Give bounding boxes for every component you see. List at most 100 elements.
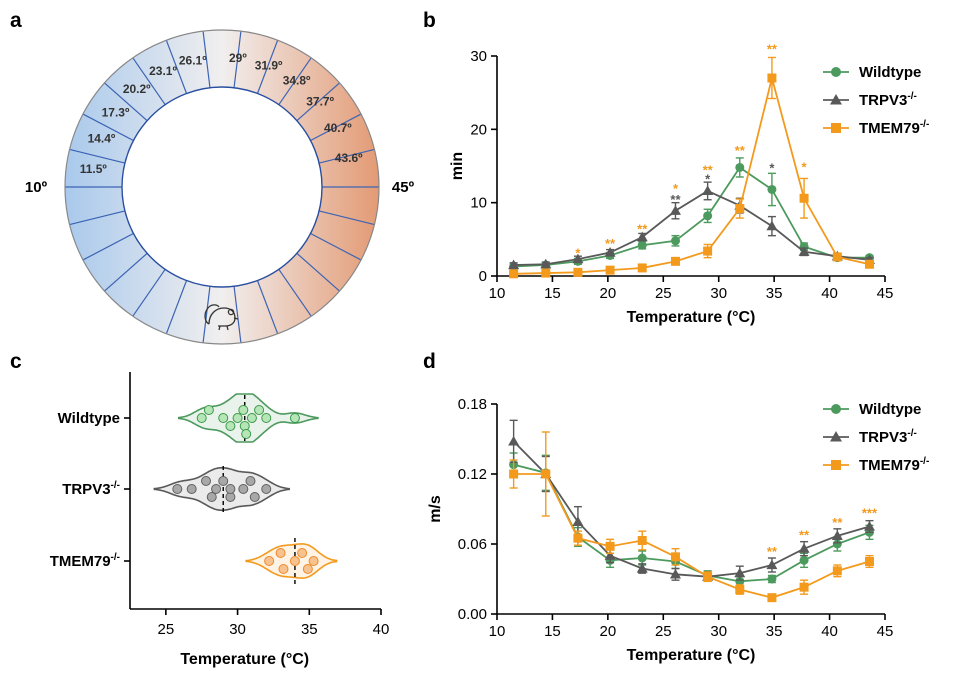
legend-marker-tmem79: [831, 123, 841, 133]
x-tick-label: 35: [301, 621, 318, 638]
y-tick-label: 0.12: [458, 466, 487, 483]
panel-c-violin-plot: 25 30 35 40 Temperature (°C) Wildtype TRPV3-/-…: [50, 372, 390, 668]
ring-divider: [165, 39, 188, 94]
y-axis-title: min: [449, 152, 466, 180]
panel-letter-b: b: [423, 9, 436, 32]
significance-label: **: [799, 528, 810, 543]
x-tick-label: 20: [600, 623, 617, 640]
data-point-trpv3: [798, 246, 810, 256]
ring-divider: [318, 210, 375, 226]
y-tick-label: 0.18: [458, 396, 487, 413]
series-line-tmem79: [513, 473, 870, 599]
x-tick-label: 40: [821, 623, 838, 640]
data-point-tmem79: [605, 541, 615, 551]
x-tick-label: 40: [821, 285, 838, 302]
data-point-tmem79: [799, 193, 809, 203]
x-tick-label: 45: [877, 285, 894, 302]
data-point-trpv3: [225, 484, 236, 494]
legend-label-trpv3: TRPV3-/-: [859, 91, 917, 109]
significance-label: ***: [862, 506, 878, 521]
x-tick-label: 25: [655, 285, 672, 302]
mouse-icon: [204, 304, 239, 331]
data-point-trpv3: [863, 521, 875, 531]
data-point-trpv3: [636, 563, 648, 573]
data-point-trpv3: [201, 476, 212, 486]
data-point-trpv3: [508, 259, 520, 270]
ring-divider: [202, 31, 211, 88]
data-point-tmem79: [509, 269, 519, 279]
ring-segment-label: 26.1º: [179, 53, 207, 67]
data-point-wildtype: [767, 184, 777, 194]
data-point-wildtype: [246, 413, 257, 423]
legend-marker-wildtype: [831, 67, 841, 77]
ring-divider: [202, 286, 211, 343]
data-point-wildtype: [254, 405, 265, 415]
data-point-tmem79: [264, 556, 275, 566]
ring-divider: [278, 268, 312, 317]
data-point-tmem79: [767, 73, 777, 83]
data-point-tmem79: [308, 556, 319, 566]
data-point-trpv3: [245, 476, 256, 486]
ring-divider: [233, 31, 242, 88]
data-point-trpv3: [238, 484, 249, 494]
legend-label-tmem79: TMEM79-/-: [859, 119, 929, 137]
x-tick-label: 25: [655, 623, 672, 640]
data-point-trpv3: [261, 484, 272, 494]
data-point-tmem79: [637, 263, 647, 273]
ring-segment-label: 40.7º: [324, 121, 352, 135]
x-axis-title: Temperature (°C): [627, 647, 756, 664]
data-point-wildtype: [767, 574, 777, 584]
data-point-tmem79: [703, 572, 713, 582]
series-line-trpv3: [512, 440, 870, 578]
data-point-trpv3: [508, 435, 520, 446]
data-point-tmem79: [864, 557, 874, 566]
x-tick-label: 15: [544, 285, 561, 302]
y-tick-label: 0: [479, 268, 487, 285]
data-point-tmem79: [735, 204, 745, 214]
x-axis-title: Temperature (°C): [627, 309, 756, 326]
ring-segment-label: 11.5º: [80, 162, 108, 176]
data-point-wildtype: [637, 240, 647, 250]
ring-divider: [82, 232, 134, 261]
data-point-tmem79: [605, 265, 615, 275]
data-point-wildtype: [241, 429, 252, 439]
y-tick-label: 0.06: [458, 536, 487, 553]
ring-divider: [165, 280, 188, 335]
data-point-wildtype: [289, 413, 300, 423]
x-tick-label: 10: [489, 285, 506, 302]
data-point-tmem79: [832, 566, 842, 576]
data-point-trpv3: [540, 258, 552, 269]
ring-divider: [310, 232, 362, 261]
data-point-tmem79: [703, 246, 713, 256]
significance-label: *: [769, 160, 775, 175]
category-label-trpv3: TRPV3-/-: [62, 480, 120, 498]
legend-label-tmem79: TMEM79-/-: [859, 456, 929, 474]
significance-label: **: [767, 544, 778, 559]
series-line-wildtype: [513, 463, 870, 583]
legend-marker-wildtype: [831, 404, 841, 414]
y-tick-label: 30: [470, 48, 487, 65]
x-tick-label: 20: [600, 285, 617, 302]
data-point-wildtype: [832, 539, 842, 549]
x-tick-label: 40: [373, 621, 390, 638]
data-point-wildtype: [196, 413, 207, 423]
data-point-wildtype: [735, 162, 745, 172]
data-point-trpv3: [172, 484, 183, 494]
data-point-tmem79: [832, 252, 842, 262]
series-line-wildtype: [513, 166, 870, 268]
series-line-tmem79: [513, 77, 870, 275]
significance-label: **: [735, 143, 746, 158]
significance-label: **: [767, 42, 778, 57]
ring-segment-label: 31.9º: [255, 59, 283, 73]
legend-marker-tmem79: [831, 460, 841, 470]
data-point-wildtype: [261, 413, 272, 423]
series-line-trpv3: [513, 189, 870, 266]
data-point-wildtype: [703, 211, 713, 221]
ring-dividers: [65, 31, 379, 343]
data-point-tmem79: [297, 548, 308, 558]
data-point-tmem79: [670, 256, 680, 266]
data-point-wildtype: [203, 405, 214, 415]
